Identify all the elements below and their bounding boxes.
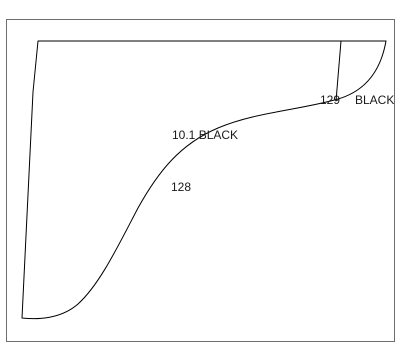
diagram-frame <box>6 19 395 342</box>
division-line <box>335 40 342 102</box>
label-region-b: 128 <box>171 180 191 194</box>
label-corner-number: 129 <box>320 93 340 107</box>
label-region-a: 10.1 BLACK <box>172 128 238 142</box>
label-corner-name: BLACK <box>355 93 394 107</box>
shape-outline <box>21 40 387 320</box>
